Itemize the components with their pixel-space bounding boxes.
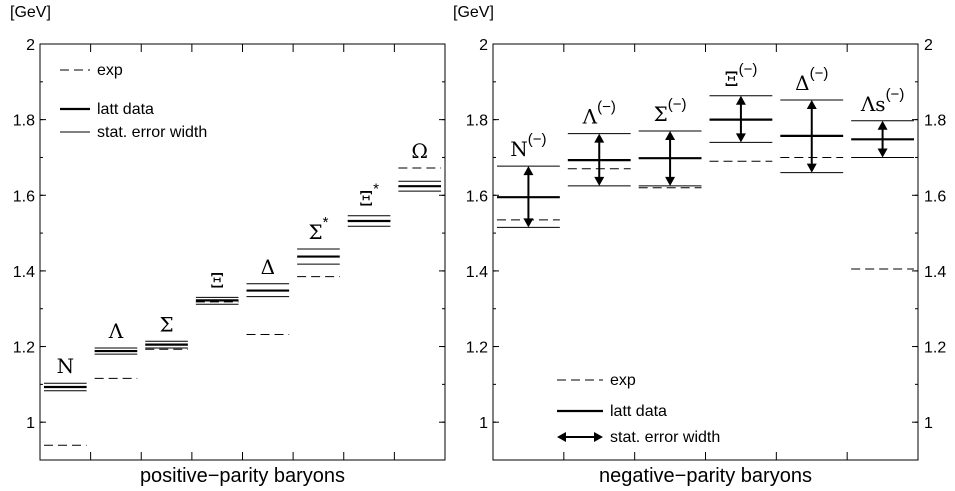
legend-label: latt data (610, 403, 667, 420)
legend-label: latt data (97, 101, 154, 118)
y-tick-label-right: 1.6 (924, 188, 946, 205)
y-tick-label: 1.2 (466, 340, 488, 357)
baryon-superscript: (−) (739, 61, 758, 78)
legend-label: exp (97, 62, 123, 79)
baryon-superscript: (−) (597, 99, 616, 116)
baryon-label: Λ(−) (582, 99, 616, 129)
legend-label: stat. error width (97, 124, 207, 141)
baryon-label: Σ* (308, 214, 328, 244)
baryon-symbol: N (57, 354, 75, 378)
baryon-label: Δ(−) (795, 65, 828, 95)
positive-parity-panel: [GeV] 1 1.2 1.4 1.6 1.8 2 positive−parity baryo… (10, 4, 446, 487)
baryon-symbol: Λ (108, 319, 124, 343)
baryon-label: Λ (108, 319, 124, 343)
legend-label: exp (610, 372, 636, 389)
error-arrow-head-down (665, 176, 676, 186)
baryon-symbol: Σ (654, 102, 668, 126)
baryon-symbol: Λ (582, 105, 598, 129)
baryon-label: N(−) (510, 131, 546, 161)
plot-frame (492, 43, 919, 461)
baryon-label: Ω (411, 139, 428, 163)
y-tick-label: 1.4 (466, 264, 488, 281)
baryon-symbol: N (510, 137, 528, 161)
y-tick-label: 2 (26, 37, 35, 54)
y-tick-label: 1.4 (13, 264, 35, 281)
error-arrow-head-down (806, 163, 817, 173)
error-arrow-head-up (665, 130, 676, 140)
y-tick-label: 1.8 (13, 113, 35, 130)
error-arrow-head-down (735, 133, 746, 143)
baryon-symbol: Σ (159, 312, 173, 336)
baryon-symbol: Ξ (210, 268, 224, 292)
y-tick-label: 1 (479, 415, 488, 432)
y-tick-label: 1.2 (13, 340, 35, 357)
y-tick-label: 2 (479, 37, 488, 54)
error-arrow-head-up (806, 99, 817, 109)
y-tick-label-right: 2 (924, 37, 933, 54)
baryon-label: Λs(−) (860, 86, 904, 116)
baryon-label: Ξ* (359, 181, 379, 211)
y-tick-label: 1 (26, 415, 35, 432)
error-arrow-head-up (735, 95, 746, 105)
baryon-symbol: Δ (261, 255, 275, 279)
baryon-label: Σ(−) (654, 96, 687, 126)
baryon-label: N (57, 354, 75, 378)
y-tick-label-right: 1.2 (924, 340, 946, 357)
x-axis-label: negative−parity baryons (599, 465, 812, 487)
unit-label: [GeV] (10, 4, 51, 21)
error-arrow-head-up (594, 133, 605, 143)
error-arrow-head-down (523, 218, 534, 228)
baryon-superscript: * (323, 214, 329, 231)
y-tick-label-right: 1.4 (924, 264, 946, 281)
baryon-symbol: Λs (860, 92, 886, 116)
legend-arrow-head-right (594, 432, 603, 442)
baryon-symbol: Σ (308, 220, 322, 244)
y-tick-label-right: 1 (924, 415, 933, 432)
baryon-symbol: Ξ (359, 187, 373, 211)
y-tick-label: 1.8 (466, 113, 488, 130)
baryon-superscript: (−) (528, 131, 547, 148)
baryon-label: Σ (159, 312, 173, 336)
baryon-symbol: Ω (411, 139, 428, 163)
legend-arrow-head-left (557, 432, 566, 442)
error-arrow-head-down (877, 148, 888, 158)
error-arrow-head-up (877, 120, 888, 130)
baryon-label: Ξ(−) (725, 61, 758, 91)
unit-label: [GeV] (453, 4, 494, 21)
baryon-superscript: (−) (886, 86, 905, 103)
baryon-label: Δ (261, 255, 275, 279)
baryon-label: Ξ (210, 268, 224, 292)
error-arrow-head-down (594, 176, 605, 186)
baryon-superscript: (−) (810, 65, 829, 82)
baryon-superscript: * (373, 181, 379, 198)
baryon-symbol: Δ (795, 71, 809, 95)
y-tick-label: 1.6 (466, 188, 488, 205)
x-axis-label: positive−parity baryons (140, 465, 345, 487)
baryon-superscript: (−) (668, 96, 687, 113)
y-tick-label-right: 1.8 (924, 113, 946, 130)
baryon-symbol: Ξ (725, 67, 739, 91)
legend-label: stat. error width (610, 429, 720, 446)
negative-parity-panel: [GeV] 1 1 1.2 1.2 1.4 1.4 1.6 1.6 1.8 1.8 2 2 negativ… (453, 4, 946, 487)
y-tick-label: 1.6 (13, 188, 35, 205)
error-arrow-head-up (523, 166, 534, 176)
